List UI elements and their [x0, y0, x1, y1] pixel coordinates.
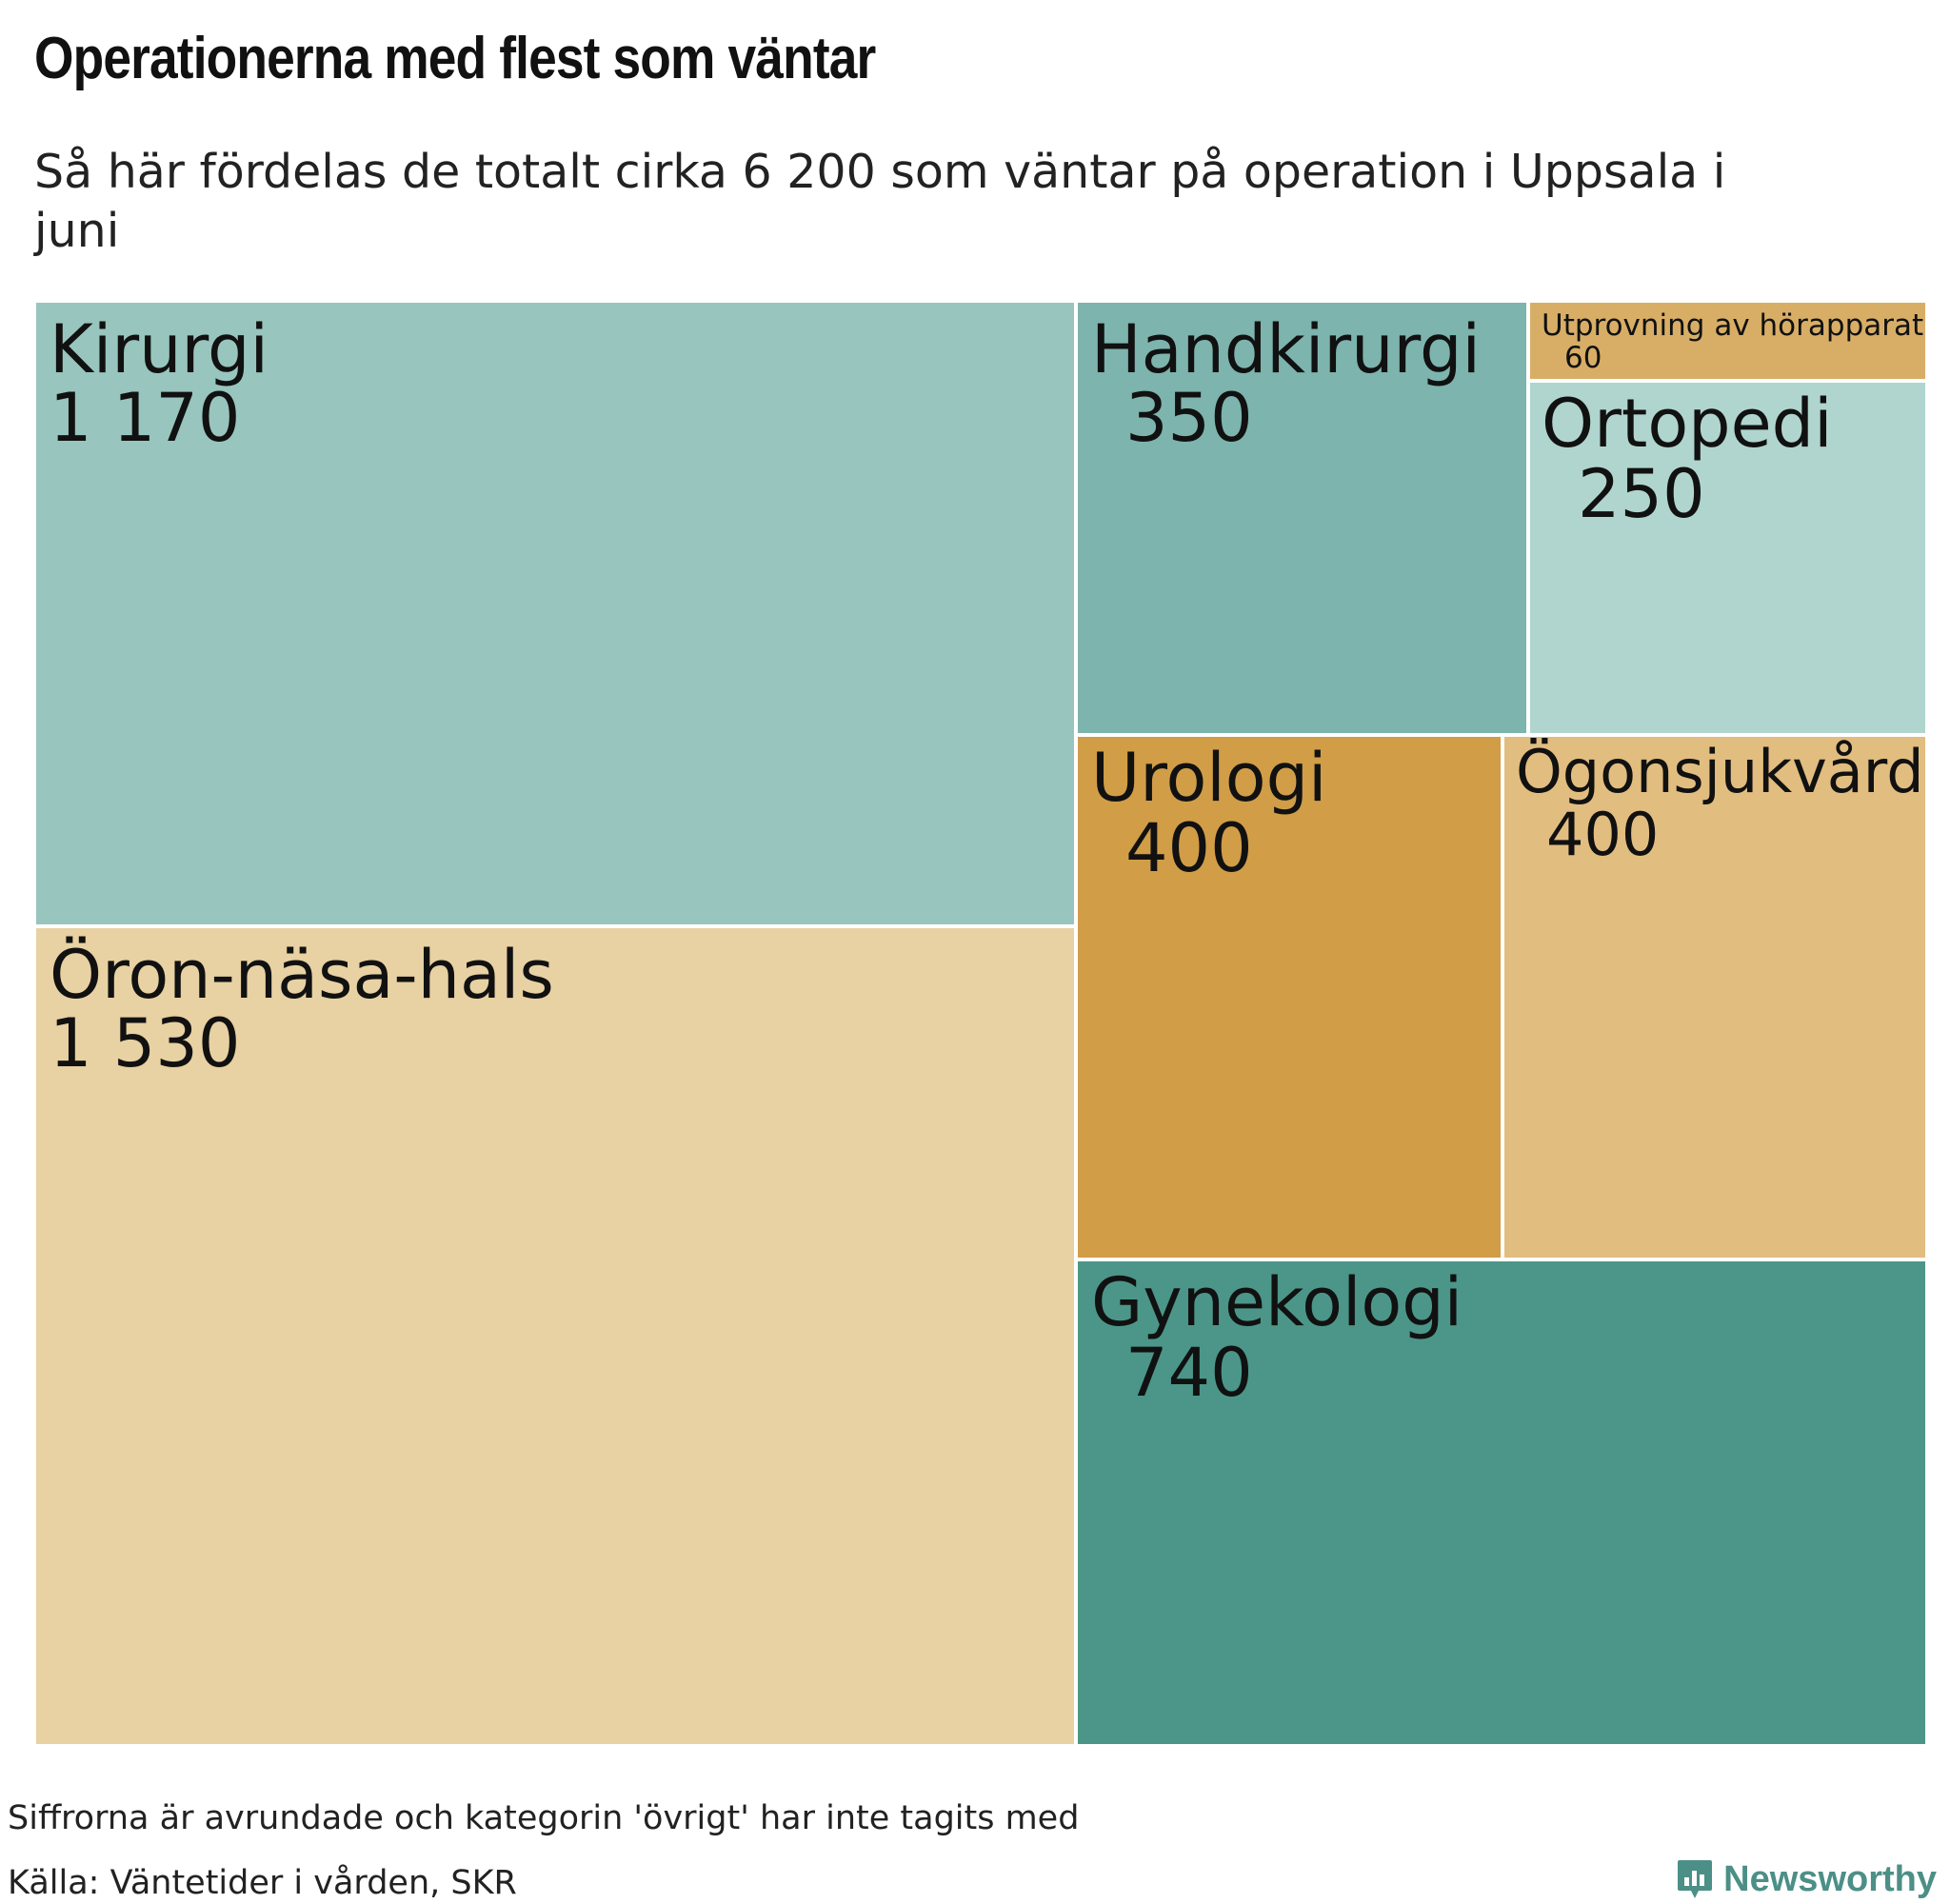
treemap-tile-utprovning-av-horapparat: Utprovning av hörapparat 60	[1528, 301, 1927, 381]
tile-value: 60	[1564, 341, 1602, 375]
tile-label: Ögonsjukvård	[1516, 737, 1924, 806]
tile-value: 250	[1578, 455, 1705, 533]
brand-logo[interactable]: Newsworthy	[1676, 1858, 1937, 1900]
treemap-tile-ortopedi: Ortopedi 250	[1528, 381, 1927, 735]
treemap-tile-gynekologi: Gynekologi 740	[1076, 1259, 1927, 1746]
tile-value: 400	[1546, 800, 1660, 869]
tile-label: Gynekologi	[1091, 1263, 1463, 1341]
chart-subtitle: Så här fördelas de totalt cirka 6 200 so…	[34, 145, 1726, 258]
tile-value: 350	[1125, 379, 1253, 457]
tile-label: Kirurgi	[50, 310, 269, 388]
treemap-tile-urologi: Urologi 400	[1076, 735, 1502, 1259]
tile-value: 1 530	[50, 1004, 241, 1082]
tile-label: Ortopedi	[1542, 385, 1833, 463]
source-note: Källa: Väntetider i vården, SKR	[8, 1864, 517, 1902]
treemap-tile-ogonsjukvard: Ögonsjukvård 400	[1502, 735, 1927, 1259]
footnote: Siffrorna är avrundade och kategorin 'öv…	[8, 1799, 1080, 1837]
chart-bars-icon	[1678, 1860, 1713, 1898]
tile-label: Utprovning av hörapparat	[1542, 308, 1924, 343]
treemap-tile-oron-nasa-hals: Öron-näsa-hals 1 530	[34, 926, 1076, 1746]
treemap-tile-handkirurgi: Handkirurgi 350	[1076, 301, 1528, 735]
tile-value: 1 170	[50, 379, 241, 457]
chart-title: Operationerna med flest som väntar	[34, 26, 876, 91]
tile-label: Urologi	[1091, 739, 1327, 817]
treemap-tile-kirurgi: Kirurgi 1 170	[34, 301, 1076, 926]
tile-value: 740	[1125, 1334, 1253, 1412]
tile-value: 400	[1125, 809, 1253, 887]
brand-name: Newsworthy	[1723, 1858, 1937, 1899]
tile-label: Handkirurgi	[1091, 310, 1481, 388]
tile-label: Öron-näsa-hals	[50, 936, 554, 1014]
